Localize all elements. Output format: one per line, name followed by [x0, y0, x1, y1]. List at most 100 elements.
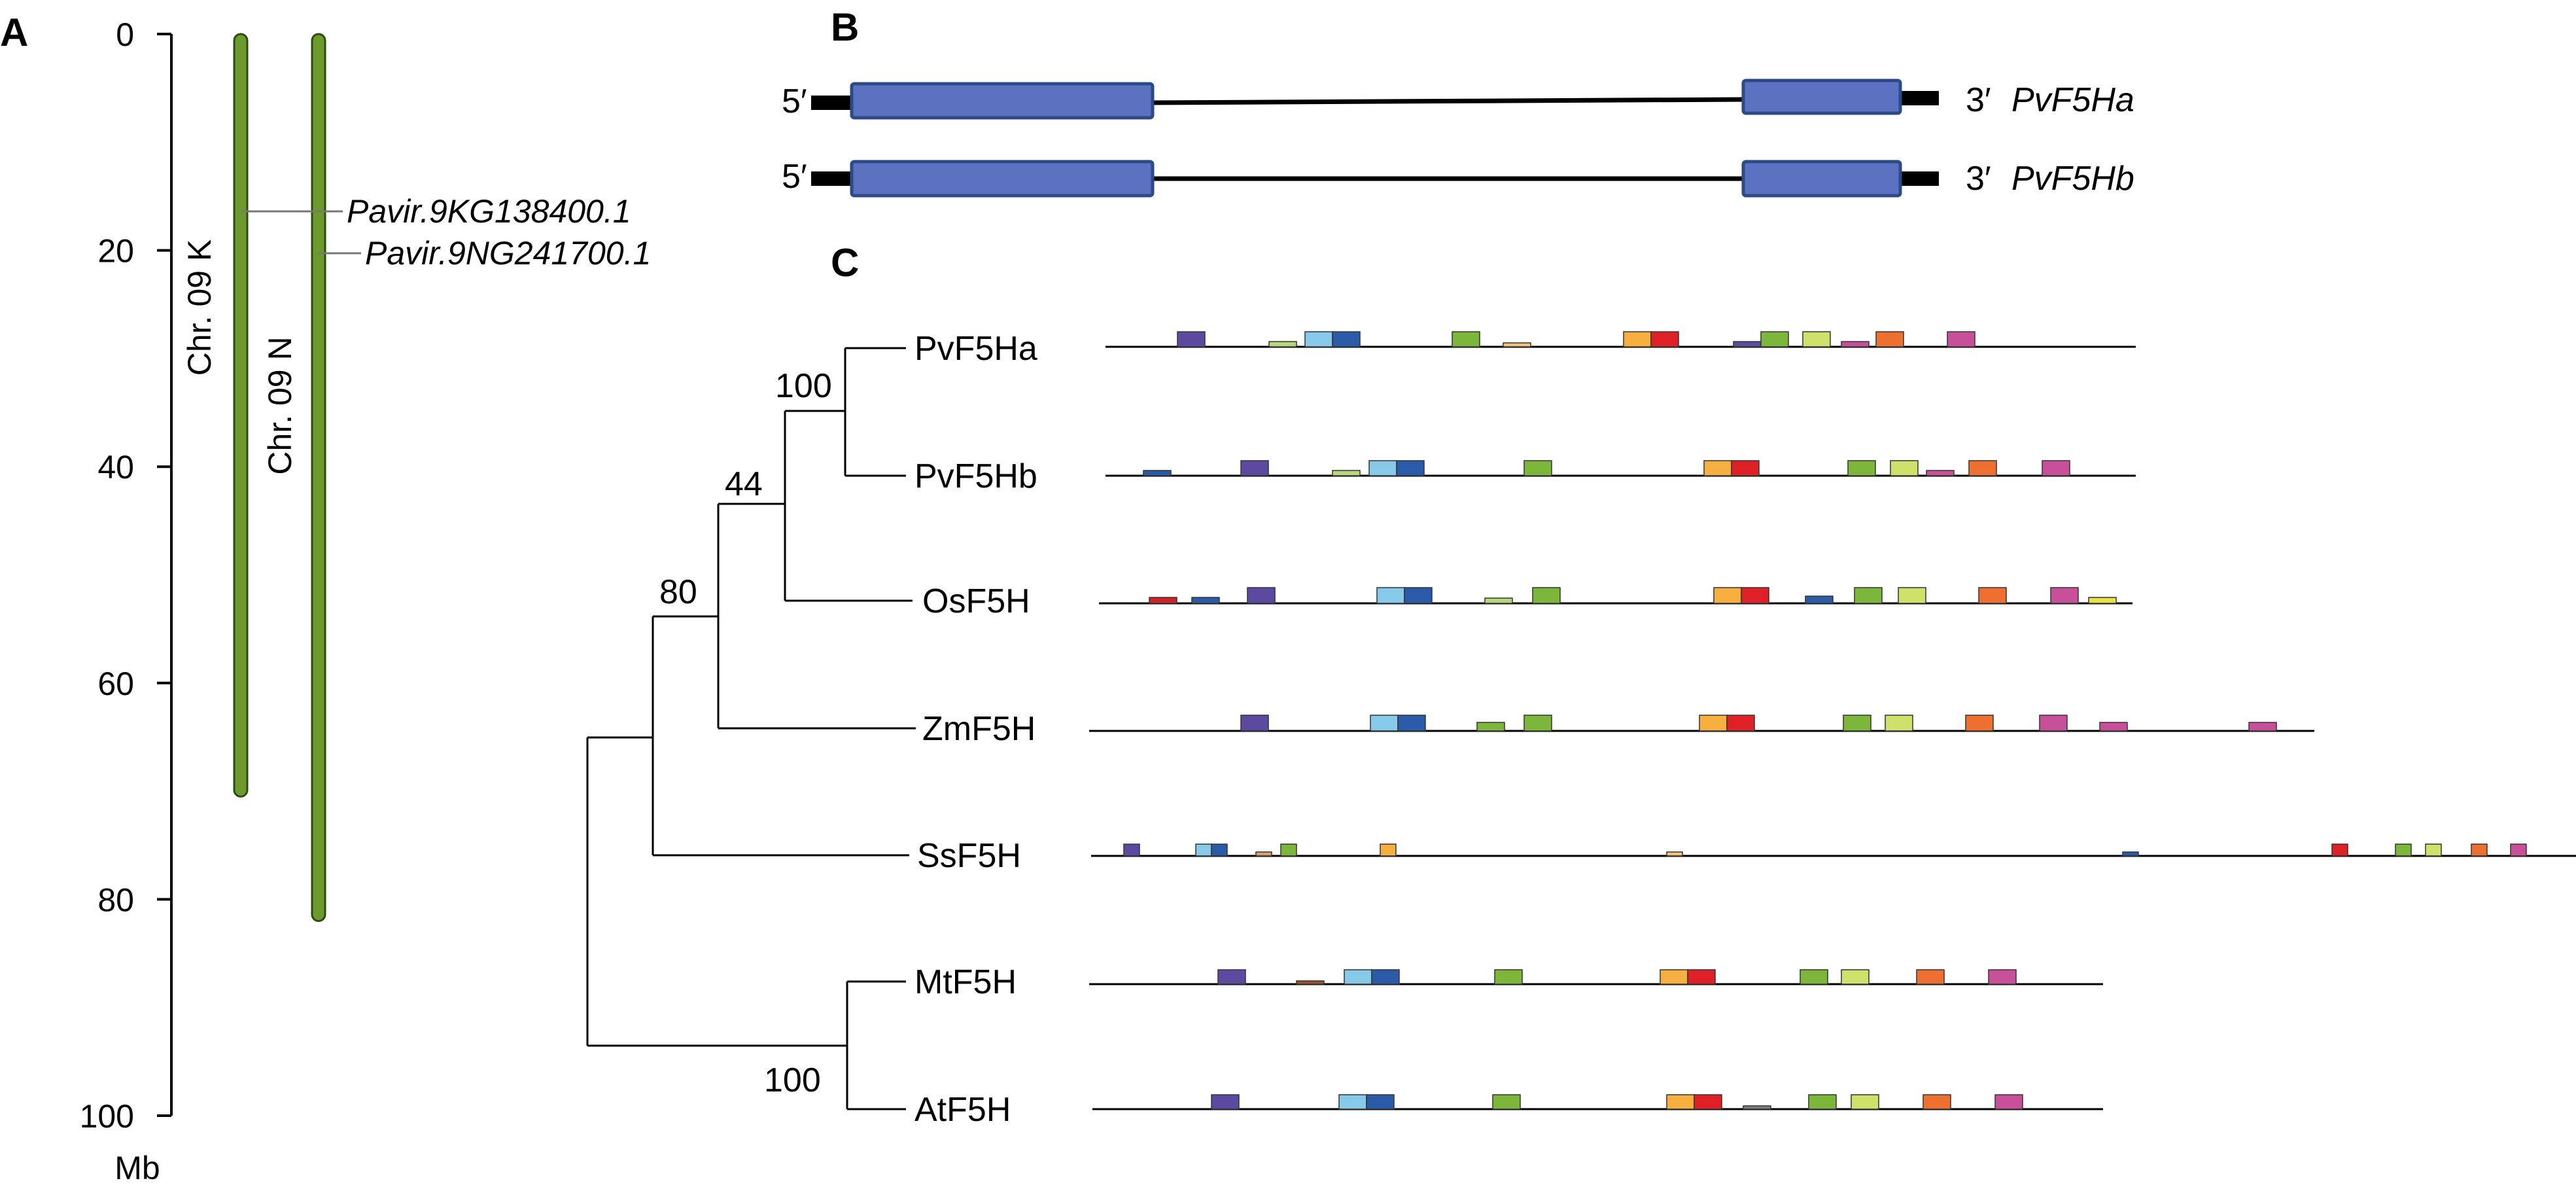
motif-track-pvf5hb: [1105, 460, 2136, 477]
motif-track-zmf5h: [1089, 715, 2314, 732]
motif-box: [1523, 460, 1552, 476]
motif-box: [2510, 843, 2527, 857]
motif-box: [1743, 1105, 1771, 1110]
motif-track-atf5h: [1092, 1094, 2103, 1110]
motif-box: [1476, 722, 1505, 732]
motif-box: [1452, 331, 1480, 347]
exon-2: [1741, 79, 1902, 115]
motif-box: [1890, 460, 1919, 476]
motif-box: [1733, 341, 1762, 347]
motif-box: [1370, 715, 1399, 732]
utr-3: [1897, 91, 1939, 105]
y-axis-tick-label: 80: [97, 881, 134, 918]
motif-box: [1802, 331, 1831, 347]
motif-box: [2331, 843, 2348, 857]
motif-box: [1304, 331, 1333, 347]
utr-5: [811, 96, 853, 110]
motif-box: [1404, 587, 1433, 604]
motif-box: [1947, 331, 1976, 347]
motif-box: [1988, 969, 2017, 985]
motif-box: [1211, 843, 1228, 857]
exon-2: [1741, 160, 1902, 198]
motif-box: [1217, 969, 1246, 985]
motif-box: [1492, 1094, 1521, 1110]
motif-box: [1843, 715, 1871, 732]
y-axis-tick-label: 20: [97, 233, 134, 270]
motif-box: [2395, 843, 2412, 857]
five-prime-label: 5′: [782, 82, 807, 120]
gene-structure-pvf5hb: 5′ 3′ PvF5Hb: [782, 158, 2134, 198]
motif-box: [1726, 715, 1755, 732]
motif-box: [1694, 1094, 1722, 1110]
chromosome-label-k: Chr. 09 K: [181, 239, 218, 376]
motif-box: [1191, 597, 1220, 604]
motif-box: [1741, 587, 1769, 604]
motif-box: [1149, 597, 1177, 604]
motif-box: [1247, 587, 1276, 604]
motif-track-osf5h: [1099, 587, 2132, 605]
motif-box: [1760, 331, 1789, 347]
motif-box: [1211, 1094, 1240, 1110]
motif-box: [1978, 587, 2007, 604]
taxon-label-osf5h: OsF5H: [922, 582, 1030, 620]
motif-box: [1923, 1094, 1951, 1110]
motif-box: [1240, 460, 1269, 476]
taxon-label-ssf5h: SsF5H: [917, 837, 1021, 875]
motif-box: [1484, 597, 1513, 604]
motif-box: [2471, 843, 2488, 857]
chromosome-bar: [311, 33, 326, 922]
chromosome-bars: [233, 33, 326, 922]
motif-box: [1841, 341, 1870, 347]
motif-box: [1703, 460, 1732, 476]
motif-track-pvf5ha: [1105, 331, 2136, 348]
gene-label-n: Pavir.9NG241700.1: [365, 235, 651, 272]
motif-box: [1177, 331, 1206, 347]
five-prime-label: 5′: [782, 158, 807, 196]
motif-box: [1885, 715, 1913, 732]
exon-1: [850, 82, 1155, 120]
motif-box: [1965, 715, 1994, 732]
motif-box: [1332, 470, 1361, 476]
phylogenetic-tree: [586, 347, 916, 1110]
motif-box: [2050, 587, 2079, 604]
bootstrap-pv: 100: [775, 367, 832, 405]
panel-label-c: C: [831, 241, 859, 285]
panel-label-a: A: [0, 10, 28, 54]
motif-box: [1666, 851, 1683, 857]
utr-5: [811, 171, 853, 186]
y-axis-tick-label: 60: [97, 665, 134, 702]
motif-box: [1875, 331, 1904, 347]
motif-box: [1280, 843, 1297, 857]
motif-box: [1344, 969, 1372, 985]
y-axis-ticks: 0 20 40 60 80 100: [80, 16, 171, 1135]
motif-box: [1713, 587, 1742, 604]
panel-label-b: B: [831, 5, 859, 49]
motif-track-ssf5h: [1091, 843, 2576, 857]
gene-name-label: PvF5Hb: [2011, 160, 2134, 198]
motif-box: [1926, 470, 1955, 476]
motif-box: [1841, 969, 1870, 985]
panel-a: 0 20 40 60 80 100 Mb Chr. 09 K Chr. 09 N Pavi…: [80, 16, 652, 1186]
motif-box: [1396, 460, 1425, 476]
motif-box: [1296, 980, 1325, 985]
motif-box: [1623, 331, 1652, 347]
motif-box: [1666, 1094, 1695, 1110]
motif-box: [1898, 587, 1926, 604]
motif-box: [1368, 460, 1397, 476]
motif-box: [1847, 460, 1876, 476]
three-prime-label: 3′: [1966, 81, 1991, 119]
motif-box: [1650, 331, 1679, 347]
gene-name-label: PvF5Ha: [2011, 81, 2134, 119]
taxon-label-pvf5hb: PvF5Hb: [914, 457, 1037, 495]
motif-box: [1397, 715, 1426, 732]
taxon-label-zmf5h: ZmF5H: [922, 710, 1036, 748]
chromosome-label-n: Chr. 09 N: [262, 336, 298, 474]
motif-box: [1195, 843, 1212, 857]
motif-box: [1800, 969, 1828, 985]
motif-box: [1994, 1094, 2023, 1110]
motif-box: [1854, 587, 1883, 604]
motif-box: [1851, 1094, 1879, 1110]
motif-box: [1699, 715, 1728, 732]
motif-tracks: [1089, 331, 2576, 1110]
